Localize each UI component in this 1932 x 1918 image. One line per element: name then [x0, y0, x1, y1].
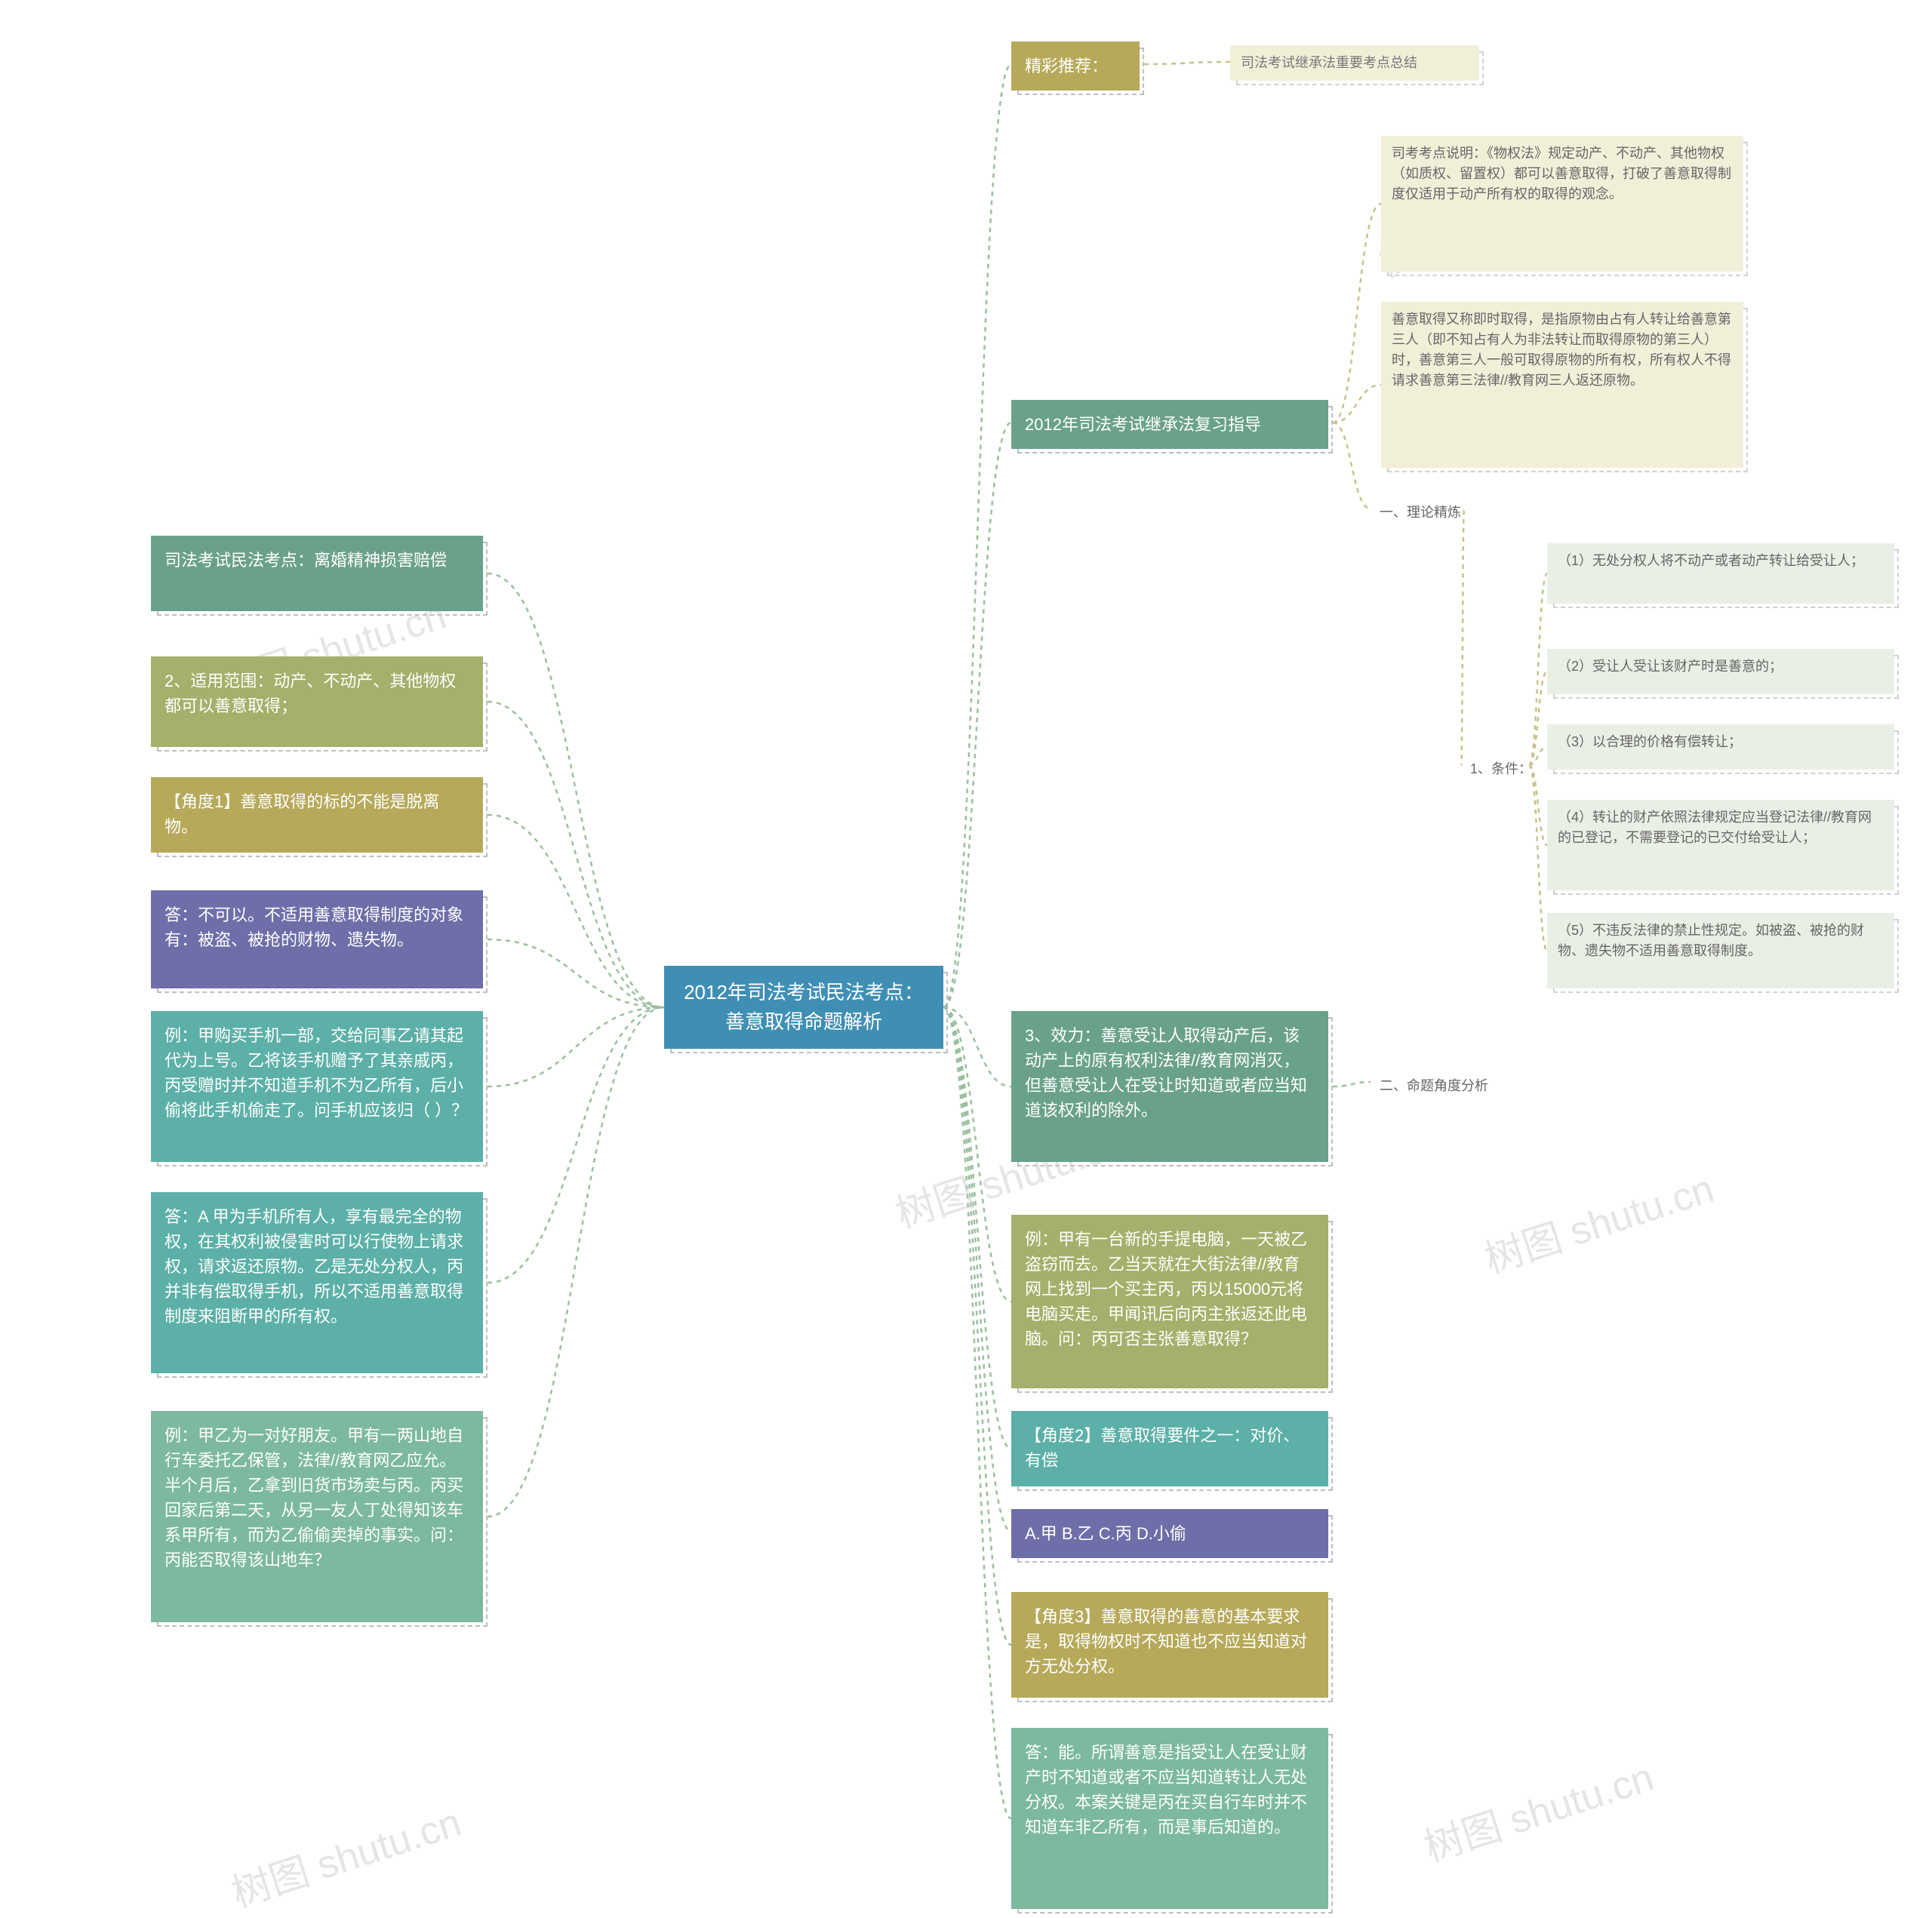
- condition-label: 1、条件：: [1464, 755, 1538, 784]
- mindmap-node: 3、效力：善意受让人取得动产后，该动产上的原有权利法律//教育网消灭，但善意受让…: [1011, 1011, 1328, 1162]
- mindmap-node: 2、适用范围：动产、不动产、其他物权都可以善意取得；: [151, 656, 483, 747]
- mindmap-node: 例：甲有一台新的手提电脑，一天被乙盗窃而去。乙当天就在大街法律//教育网上找到一…: [1011, 1215, 1328, 1388]
- mindmap-node: （4）转让的财产依照法律规定应当登记法律//教育网的已登记，不需要登记的已交付给…: [1547, 800, 1894, 890]
- mindmap-node: 例：甲乙为一对好朋友。甲有一两山地自行车委托乙保管，法律//教育网乙应允。半个月…: [151, 1411, 483, 1622]
- mindmap-node: 例：甲购买手机一部，交给同事乙请其起代为上号。乙将该手机赠予了其亲戚丙，丙受赠时…: [151, 1011, 483, 1162]
- mindmap-node: 善意取得又称即时取得，是指原物由占有人转让给善意第三人（即不知占有人为非法转让而…: [1381, 302, 1743, 468]
- root-node: 2012年司法考试民法考点：善意取得命题解析: [664, 966, 943, 1049]
- theory-label: 一、理论精炼: [1374, 498, 1467, 527]
- watermark: 树图 shutu.cn: [223, 1790, 467, 1918]
- mindmap-node: （2）受让人受让该财产时是善意的；: [1547, 649, 1894, 694]
- mindmap-node: 司法考试继承法重要考点总结: [1230, 45, 1479, 81]
- watermark: 树图 shutu.cn: [1476, 1157, 1720, 1284]
- mindmap-node: 2012年司法考试继承法复习指导: [1011, 400, 1328, 449]
- mindmap-node: 司考考点说明：《物权法》规定动产、不动产、其他物权（如质权、留置权）都可以善意取…: [1381, 136, 1743, 272]
- mindmap-node: 【角度1】善意取得的标的不能是脱离物。: [151, 777, 483, 853]
- watermark: 树图 shutu.cn: [1416, 1745, 1660, 1873]
- mindmap-node: 精彩推荐：: [1011, 41, 1140, 91]
- mindmap-node: 【角度3】善意取得的善意的基本要求是，取得物权时不知道也不应当知道对方无处分权。: [1011, 1592, 1328, 1698]
- mindmap-node: 司法考试民法考点：离婚精神损害赔偿: [151, 536, 483, 611]
- mindmap-node: A.甲 B.乙 C.丙 D.小偷: [1011, 1509, 1328, 1558]
- angle-label: 二、命题角度分析: [1374, 1071, 1494, 1101]
- mindmap-node: （3）以合理的价格有偿转让；: [1547, 724, 1894, 770]
- mindmap-node: （1）无处分权人将不动产或者动产转让给受让人；: [1547, 543, 1894, 604]
- mindmap-node: （5）不违反法律的禁止性规定。如被盗、被抢的财物、遗失物不适用善意取得制度。: [1547, 913, 1894, 988]
- mindmap-node: 答：能。所谓善意是指受让人在受让财产时不知道或者不应当知道转让人无处分权。本案关…: [1011, 1728, 1328, 1909]
- mindmap-node: 【角度2】善意取得要件之一：对价、有偿: [1011, 1411, 1328, 1486]
- mindmap-node: 答：A 甲为手机所有人，享有最完全的物权，在其权利被侵害时可以行使物上请求权，请…: [151, 1192, 483, 1373]
- mindmap-node: 答：不可以。不适用善意取得制度的对象有：被盗、被抢的财物、遗失物。: [151, 890, 483, 988]
